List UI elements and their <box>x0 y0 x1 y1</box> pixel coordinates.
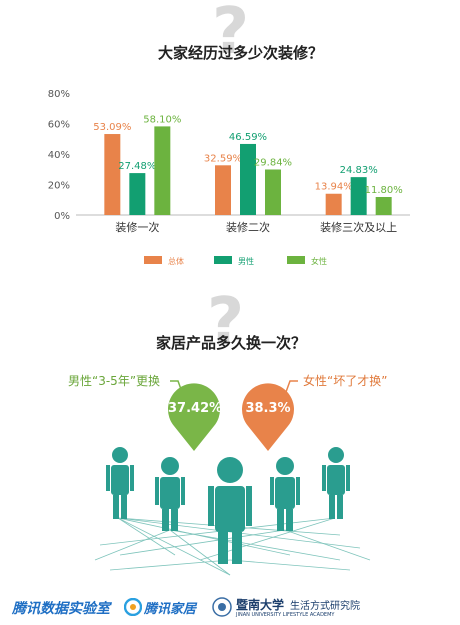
bar <box>154 126 171 215</box>
person-icon <box>106 447 134 519</box>
person-icon <box>208 457 252 564</box>
bar-value-label: 46.59% <box>229 132 267 143</box>
bar <box>350 177 367 215</box>
female-label: 女性“坏了才换” <box>303 374 388 388</box>
question-mark-icon: ? <box>212 0 250 69</box>
bar <box>215 165 231 215</box>
person-icon <box>270 457 300 531</box>
bar-value-label: 11.80% <box>365 185 403 196</box>
y-tick-label: 60% <box>48 120 70 131</box>
bar <box>240 143 256 215</box>
section2-title: 家居产品多久换一次？ <box>156 334 307 352</box>
bar <box>375 197 392 215</box>
male-label: 男性“3-5年”更换 <box>68 374 161 388</box>
jinan-seal-icon <box>212 597 232 617</box>
category-label: 装修二次 <box>226 220 270 234</box>
legend-label: 女性 <box>311 256 327 266</box>
tencent-home-icon <box>124 598 142 616</box>
legend-swatch <box>144 256 162 264</box>
bar-value-label: 58.10% <box>143 114 181 125</box>
bar-value-label: 29.84% <box>254 157 292 168</box>
bar <box>325 193 342 215</box>
female-percentage: 38.3% <box>245 401 291 416</box>
jinan-name: 暨南大学 <box>236 598 285 612</box>
tencent-home-logo: 腾讯家居 <box>124 597 214 617</box>
bar-chart: 0% 20% 40% 60% 80% 53.09% 27.48% 58.10% 装修一次 32.5… <box>48 89 410 266</box>
y-tick-label: 80% <box>48 89 70 100</box>
bar <box>265 169 281 215</box>
male-pin <box>168 383 220 451</box>
y-tick-label: 0% <box>54 211 70 222</box>
legend-swatch <box>287 256 305 264</box>
chart-title: 大家经历过多少次装修？ <box>158 44 324 62</box>
legend-label: 男性 <box>238 256 254 266</box>
person-icon <box>155 457 185 531</box>
category-label: 装修三次及以上 <box>320 220 397 234</box>
bar-value-label: 13.94% <box>315 182 353 193</box>
jinan-english: JINAN UNIVERSITY LIFESTYLE ACADEMY <box>236 612 335 618</box>
person-icon <box>322 447 350 519</box>
bar-value-label: 24.83% <box>340 165 378 176</box>
bar <box>129 173 146 215</box>
y-tick-label: 40% <box>48 150 70 161</box>
tencent-home-text: 腾讯家居 <box>144 602 197 617</box>
bar-value-label: 27.48% <box>118 161 156 172</box>
tencent-lab-logo: 腾讯数据实验室 <box>12 601 110 617</box>
female-pin <box>242 383 294 451</box>
bar-value-label: 32.59% <box>204 153 242 164</box>
y-tick-label: 20% <box>48 181 70 192</box>
bar-value-label: 53.09% <box>93 122 131 133</box>
question-mark-icon-2: ? <box>207 285 245 359</box>
category-label: 装修一次 <box>115 220 159 234</box>
legend-label: 总体 <box>168 256 184 266</box>
male-percentage: 37.42% <box>168 401 223 416</box>
jinan-institute: 生活方式研究院 <box>290 601 360 612</box>
legend-swatch <box>214 256 232 264</box>
jinan-logo: 暨南大学 生活方式研究院 JINAN UNIVERSITY LIFESTYLE … <box>212 594 452 622</box>
bar <box>104 134 121 215</box>
female-connector <box>285 380 298 393</box>
